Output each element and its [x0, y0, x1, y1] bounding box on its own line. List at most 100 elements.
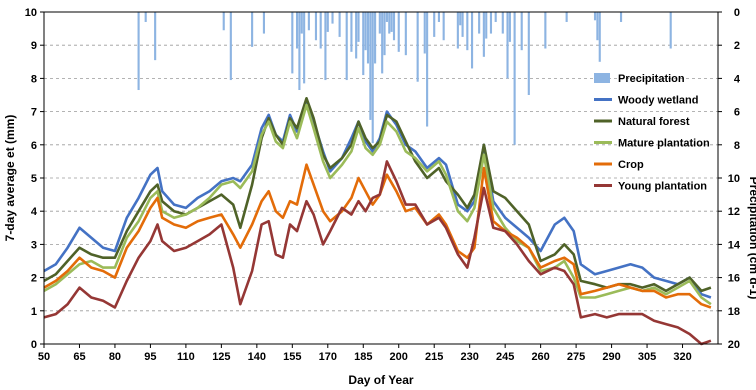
precipitation-bar [470, 12, 474, 69]
precipitation-bar [251, 12, 254, 47]
precipitation-bar [385, 12, 388, 22]
precipitation-bar [362, 12, 365, 76]
y-tick-label: 1 [31, 306, 37, 318]
precipitation-bar [350, 12, 353, 52]
precipitation-bar [300, 12, 303, 34]
precipitation-bar [416, 12, 419, 82]
precipitation-bar [388, 12, 391, 34]
legend-label-series: Crop [618, 159, 644, 171]
x-tick-label: 215 [425, 351, 443, 363]
precipitation-bar [319, 12, 322, 49]
precipitation-bar [485, 12, 488, 39]
legend: Precipitation Woody wetland Natural forest… [594, 73, 710, 193]
precipitation-bar [390, 12, 393, 32]
x-tick-label: 140 [248, 351, 266, 363]
x-tick-label: 305 [638, 351, 656, 363]
x-tick-label: 50 [38, 351, 50, 363]
x-tick-label: 65 [73, 351, 85, 363]
precipitation-bar [669, 12, 672, 49]
y-tick-label: 2 [31, 273, 37, 285]
precipitation-bar [506, 12, 509, 79]
y2-tick-label: 2 [734, 40, 740, 52]
legend-label-precipitation: Precipitation [618, 73, 685, 85]
precipitation-bar [314, 12, 318, 41]
precipitation-bar [423, 12, 426, 54]
precipitation-bar [291, 12, 294, 74]
precipitation-bar [357, 12, 360, 42]
y2-tick-label: 4 [734, 73, 741, 85]
x-tick-label: 260 [531, 351, 549, 363]
precipitation-bar [324, 12, 327, 81]
precipitation-bar [508, 12, 511, 42]
precipitation-bar [222, 12, 225, 31]
et-series-lines [43, 97, 712, 346]
y-tick-label: 8 [31, 73, 37, 85]
precipitation-bar [596, 12, 599, 41]
y-axis-title: 7-day average et (mm) [3, 115, 17, 242]
precipitation-bar [527, 12, 530, 95]
precipitation-bar [345, 12, 348, 81]
y2-tick-label: 14 [728, 239, 741, 251]
precipitation-bar [298, 12, 301, 91]
precipitation-bar [374, 12, 377, 64]
x-tick-label: 200 [390, 351, 408, 363]
precipitation-bar [229, 12, 232, 81]
precipitation-bar [513, 12, 516, 145]
precipitation-bar [520, 12, 523, 51]
y-tick-label: 6 [31, 140, 37, 152]
precipitation-bar [404, 12, 407, 56]
precipitation-bar [598, 12, 601, 62]
y2-tick-label: 0 [734, 7, 740, 19]
x-tick-label: 155 [283, 351, 301, 363]
precipitation-bar [307, 12, 310, 31]
precipitation-bar [369, 12, 372, 120]
precipitation-bar [442, 12, 445, 41]
y2-tick-label: 6 [734, 107, 740, 119]
x-tick-label: 170 [319, 351, 337, 363]
precipitation-bar [144, 12, 147, 22]
precipitation-bar [262, 12, 266, 34]
y2-tick-label: 10 [728, 173, 740, 185]
precipitation-bar [433, 12, 436, 37]
x-tick-label: 110 [177, 351, 195, 363]
precipitation-bar [619, 12, 623, 22]
gridlines [44, 44, 718, 312]
precipitation-bar [364, 12, 367, 51]
y-tick-label: 7 [31, 107, 37, 119]
precipitation-bar [154, 12, 157, 61]
x-tick-label: 125 [212, 351, 230, 363]
y-tick-label: 3 [31, 239, 37, 251]
y-tick-label: 4 [31, 206, 38, 218]
x-tick-label: 95 [144, 351, 156, 363]
x-tick-label: 185 [354, 351, 372, 363]
series-line-3 [43, 163, 712, 309]
precipitation-bar [478, 12, 481, 34]
precipitation-bar [501, 12, 504, 34]
y-tick-label: 0 [31, 339, 37, 351]
precipitation-bar [295, 12, 299, 49]
precipitation-bar [437, 12, 441, 22]
precipitation-bar [338, 12, 341, 37]
series-line-0 [43, 100, 712, 299]
precipitation-bar [392, 12, 396, 41]
precipitation-bars [137, 12, 672, 145]
x-tick-label: 230 [461, 351, 479, 363]
precipitation-bar [383, 12, 386, 56]
precipitation-bar [459, 12, 462, 26]
x-tick-label: 245 [496, 351, 514, 363]
legend-swatch-precipitation [594, 73, 610, 83]
precipitation-bar [397, 12, 400, 52]
series-line-4 [43, 160, 712, 346]
x-tick-label: 80 [109, 351, 121, 363]
x-tick-label: 290 [602, 351, 620, 363]
legend-label-series: Young plantation [618, 181, 707, 193]
x-axis-title: Day of Year [348, 373, 413, 387]
series-line-2 [43, 103, 712, 306]
legend-label-series: Natural forest [618, 116, 690, 128]
precipitation-bar [456, 12, 459, 49]
precipitation-bar [494, 12, 497, 22]
y2-tick-label: 8 [734, 140, 740, 152]
series-line-1 [43, 97, 712, 293]
precipitation-bar [489, 12, 493, 34]
precipitation-bar [378, 12, 381, 34]
